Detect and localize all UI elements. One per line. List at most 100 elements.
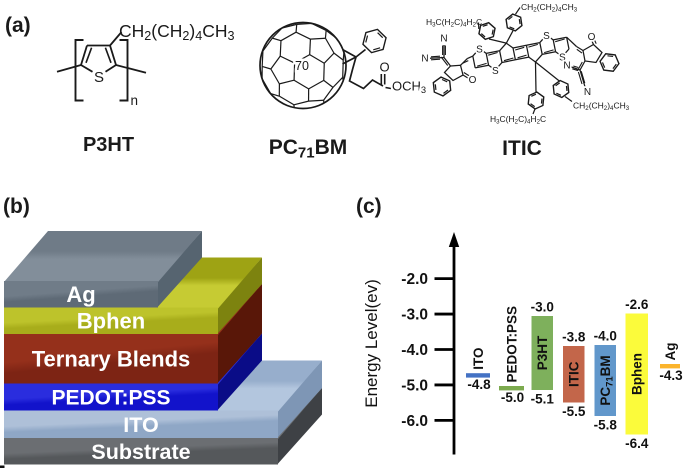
fullerene-edge (295, 24, 298, 33)
layer-label: PEDOT:PSS (51, 387, 170, 410)
core-edge (552, 39, 557, 52)
core-double (517, 54, 527, 59)
carbonyl (463, 72, 471, 77)
methine-bridge (462, 60, 469, 64)
energy-pedot-pss: PEDOT:PSS -5.0 (499, 306, 524, 405)
layer-label: Bphen (77, 309, 145, 334)
y-tick-label: -2.0 (401, 271, 428, 288)
energy-ag: Ag -4.3 (659, 343, 683, 383)
fullerene-edge (310, 37, 326, 40)
phenyl-ring-double (491, 29, 494, 35)
energy-bottom-label: -6.4 (625, 436, 649, 451)
layer-front-face (4, 307, 218, 334)
y-tick-label: -4.0 (401, 342, 428, 359)
bracket-left (74, 39, 84, 102)
bar-name-label: Bphen (630, 353, 645, 395)
core-bond (539, 34, 547, 44)
fullerene-edge (342, 52, 345, 61)
phenyl-ring-double (565, 85, 568, 91)
end-group-benzene-double (612, 63, 617, 69)
fullerene-edge (262, 37, 273, 52)
core-edge (499, 50, 503, 63)
panel-b-device-stack: Substrate ITO PEDOT:PSS Ternary Blends Bphen… (4, 231, 322, 465)
layer-front-face (4, 438, 278, 465)
molecule-name-p3ht: P3HT (83, 134, 134, 156)
y-axis-title: Energy Level(ev) (362, 279, 381, 408)
energy-value-label: -4.3 (659, 368, 683, 383)
core-bond (535, 53, 543, 63)
methine-bridge (460, 58, 468, 66)
ester-chain (348, 56, 384, 90)
layer-side-face (277, 388, 322, 465)
alkyl-bond (515, 7, 521, 15)
phenyl-ring (505, 13, 523, 32)
bond-right-stub (115, 64, 147, 74)
core-double (503, 57, 514, 62)
fullerene-edge (280, 31, 297, 42)
atom-N: N (563, 61, 570, 72)
atom-O: O (469, 75, 477, 86)
core-bond (499, 42, 507, 52)
fullerene-edge (261, 50, 264, 67)
fullerene-outline (259, 21, 347, 110)
end-group-ring (582, 43, 603, 64)
layer-top-face (4, 231, 202, 282)
fullerene-edge (308, 99, 324, 102)
phenyl-ring (478, 21, 496, 41)
fullerene-edge (279, 40, 282, 57)
energy-top-label: -2.6 (625, 297, 649, 312)
phenyl-ring (527, 91, 545, 110)
phenyl-ring (552, 79, 570, 99)
nitrile (573, 65, 579, 69)
corner-artifact (0, 465, 5, 468)
bar-name-label: Ag (663, 343, 678, 361)
carbonyl (591, 40, 595, 45)
phenyl-ring-double (530, 103, 536, 108)
energy-level-line (660, 364, 680, 369)
end-group-benzene-double (441, 78, 448, 83)
energy-top-label: -4.0 (594, 329, 617, 344)
core-double (515, 46, 525, 51)
panel-a-label: (a) (5, 14, 31, 37)
alkyl-bond (564, 96, 573, 102)
ester-o-bond (385, 86, 392, 90)
atom-O: O (588, 32, 596, 43)
bar-name-label: PEDOT:PSS (504, 306, 519, 383)
core-bond (528, 56, 536, 63)
cage-count-label: 70 (295, 59, 309, 73)
carbonyl (462, 74, 470, 80)
core-bond (486, 50, 500, 55)
energy-bottom-label: -5.8 (594, 418, 618, 433)
fullerene-edge (333, 52, 344, 61)
energy-itic: ITIC -3.8 -5.5 (562, 330, 586, 420)
nitrile (430, 58, 441, 61)
fullerene-edge (270, 55, 281, 70)
layer-front-face (4, 410, 278, 438)
energy-level-line (466, 373, 490, 378)
layer-front-face (4, 281, 158, 308)
fullerene-edge (294, 54, 310, 64)
molecule-name-pc71bm: PC71BM (269, 136, 348, 162)
fullerene-edge (325, 29, 336, 38)
layer-ag: Ag (4, 231, 202, 308)
alkyl-chain-label: CH2(CH2)4CH3 (573, 101, 630, 113)
fullerene-edge (309, 54, 325, 64)
fullerene-edge (281, 23, 297, 29)
core-bond (512, 44, 527, 49)
core-bond (479, 48, 487, 54)
fullerene-edge (262, 65, 272, 70)
nitrile (577, 71, 583, 85)
bond (85, 47, 93, 64)
fullerene-edge (308, 79, 325, 90)
fullerene-edge (324, 37, 335, 54)
core-bond (494, 62, 503, 71)
fullerene-edge (279, 55, 295, 64)
bond (80, 45, 88, 66)
phenyl-ring-double (482, 24, 488, 27)
phenyl-ring (362, 28, 387, 54)
bridge-bond (342, 56, 357, 65)
nitrile (579, 69, 587, 89)
